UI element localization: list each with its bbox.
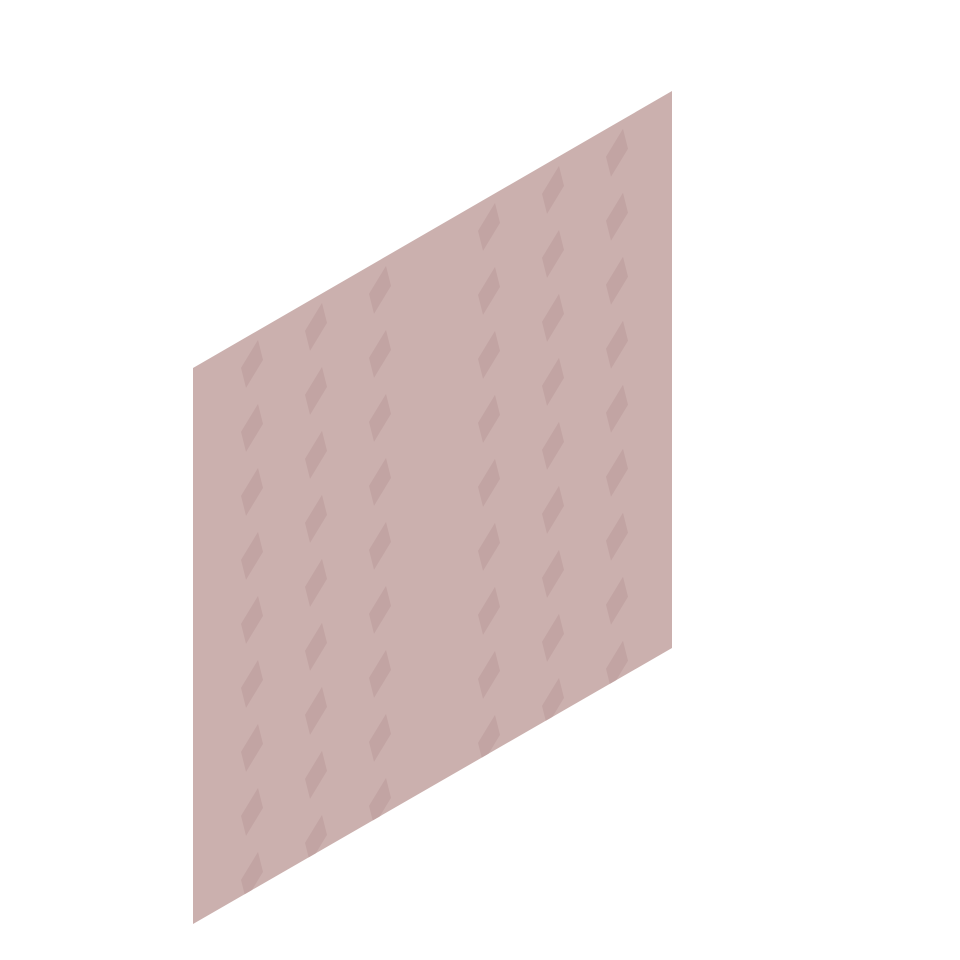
pattern-diamond xyxy=(305,494,327,543)
pattern-diamond xyxy=(241,403,263,452)
pattern-diamond xyxy=(305,814,327,863)
pattern-diamond xyxy=(241,467,263,516)
pattern-diamond xyxy=(542,357,564,406)
pattern-diamond xyxy=(305,430,327,479)
pattern-diamond xyxy=(542,549,564,598)
pattern-diamond xyxy=(369,649,391,698)
pattern-diamond xyxy=(542,613,564,662)
pattern-diamond xyxy=(542,485,564,534)
pattern-diamond xyxy=(606,128,628,177)
wall-pattern xyxy=(241,128,628,900)
pattern-diamond xyxy=(542,421,564,470)
pattern-diamond xyxy=(478,522,500,571)
pattern-diamond xyxy=(241,659,263,708)
pattern-diamond xyxy=(478,330,500,379)
pattern-diamond xyxy=(606,576,628,625)
pattern-diamond xyxy=(369,329,391,378)
pattern-diamond xyxy=(542,293,564,342)
pattern-diamond xyxy=(606,448,628,497)
pattern-diamond xyxy=(478,202,500,251)
pattern-diamond xyxy=(369,777,391,826)
pattern-diamond xyxy=(478,714,500,763)
pattern-diamond xyxy=(305,622,327,671)
pattern-diamond xyxy=(241,595,263,644)
pattern-diamond xyxy=(369,521,391,570)
pattern-diamond xyxy=(369,713,391,762)
pattern-diamond xyxy=(606,320,628,369)
pattern-diamond xyxy=(478,266,500,315)
pattern-diamond xyxy=(241,531,263,580)
pattern-diamond xyxy=(478,586,500,635)
pattern-diamond xyxy=(241,787,263,836)
pattern-diamond xyxy=(241,339,263,388)
pattern-diamond xyxy=(542,229,564,278)
pattern-diamond xyxy=(305,366,327,415)
pattern-diamond xyxy=(369,585,391,634)
pattern-diamond xyxy=(305,302,327,351)
pattern-diamond xyxy=(478,394,500,443)
pattern-diamond xyxy=(606,384,628,433)
pattern-diamond xyxy=(542,677,564,726)
pattern-diamond xyxy=(305,558,327,607)
pattern-diamond xyxy=(606,640,628,689)
pattern-diamond xyxy=(369,265,391,314)
pattern-diamond xyxy=(606,512,628,561)
pattern-diamond xyxy=(305,750,327,799)
pattern-diamond xyxy=(305,686,327,735)
pattern-diamond xyxy=(369,457,391,506)
pattern-diamond xyxy=(478,650,500,699)
pattern-diamond xyxy=(241,723,263,772)
pattern-diamond xyxy=(478,458,500,507)
pattern-diamond xyxy=(606,192,628,241)
pattern-diamond xyxy=(241,851,263,900)
pattern-diamond xyxy=(369,393,391,442)
pattern-diamond xyxy=(542,165,564,214)
pattern-diamond xyxy=(606,256,628,305)
